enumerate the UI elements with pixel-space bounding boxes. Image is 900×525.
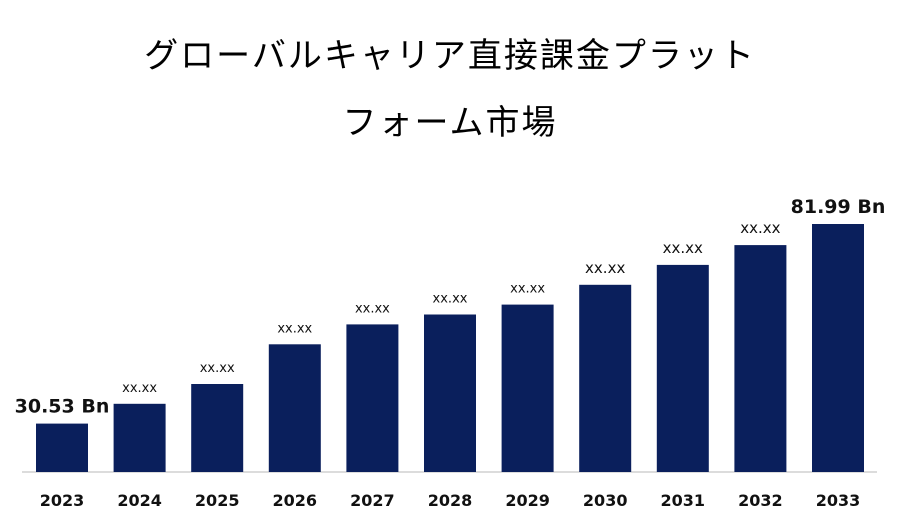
- chart-title-line-2: フォーム市場: [342, 103, 558, 143]
- bar-2031: [656, 264, 709, 472]
- data-label-2024: xx.xx: [122, 381, 157, 396]
- x-tick-2033: 2033: [816, 491, 861, 510]
- x-tick-2025: 2025: [195, 491, 240, 510]
- data-label-2027: xx.xx: [355, 301, 390, 316]
- data-label-2023: 30.53 Bn: [15, 396, 110, 418]
- x-tick-2026: 2026: [273, 491, 318, 510]
- data-label-2033: 81.99 Bn: [791, 196, 886, 218]
- data-label-2025: xx.xx: [200, 361, 235, 376]
- x-tick-2023: 2023: [40, 491, 85, 510]
- bar-2032: [734, 245, 787, 472]
- x-tick-2027: 2027: [350, 491, 395, 510]
- bar-2028: [424, 314, 476, 472]
- x-tick-2031: 2031: [661, 491, 706, 510]
- x-tick-2032: 2032: [738, 491, 783, 510]
- x-tick-2028: 2028: [428, 491, 473, 510]
- x-tick-2030: 2030: [583, 491, 628, 510]
- x-tick-2029: 2029: [505, 491, 550, 510]
- data-label-2028: xx.xx: [433, 292, 468, 307]
- data-label-2029: xx.xx: [510, 282, 545, 297]
- bar-2029: [501, 304, 554, 472]
- bar-2026: [268, 344, 321, 472]
- bar-2025: [191, 384, 244, 472]
- x-tick-2024: 2024: [117, 491, 162, 510]
- data-labels-group: 30.53 Bn xx.xx xx.xx xx.xx xx.xx xx.xx xx.xx xx…: [15, 196, 886, 418]
- bar-2033: [812, 224, 864, 472]
- data-label-2031: xx.xx: [663, 239, 703, 257]
- data-label-2032: xx.xx: [740, 219, 780, 237]
- bar-2027: [346, 324, 399, 472]
- data-label-2026: xx.xx: [277, 321, 312, 336]
- bars-group: [36, 224, 864, 472]
- bar-2023: [36, 423, 88, 472]
- bar-2030: [579, 284, 632, 472]
- data-label-2030: xx.xx: [585, 259, 625, 277]
- x-tick-labels-group: 2023 2024 2025 2026 2027 2028 2029 2030 2031 2032…: [40, 491, 861, 510]
- bar-2024: [113, 403, 166, 472]
- chart-title-line-1: グローバルキャリア直接課金プラット: [144, 36, 756, 76]
